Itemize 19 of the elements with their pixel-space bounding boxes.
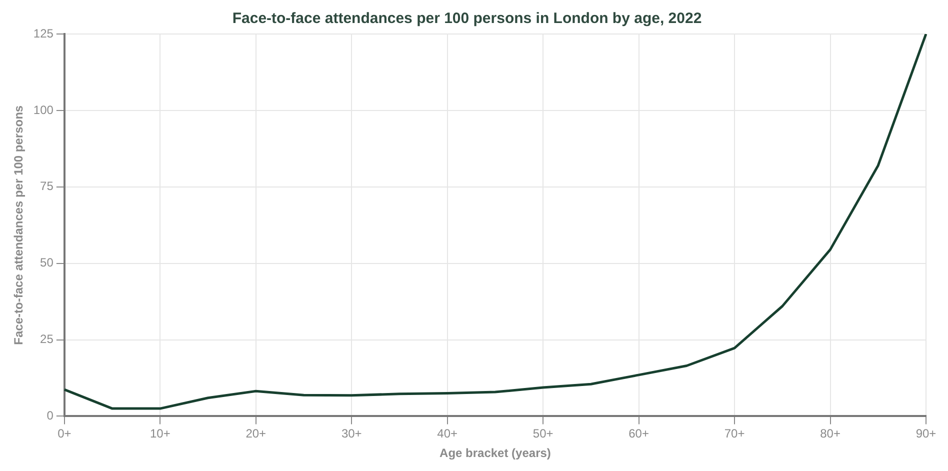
x-tick-label: 10+ xyxy=(150,426,170,441)
x-tick-label: 50+ xyxy=(532,426,554,441)
y-axis-title: Face-to-face attendances per 100 persons xyxy=(12,105,26,345)
x-tick-label: 60+ xyxy=(628,426,649,441)
chart-title: Face-to-face attendances per 100 persons in London by age, 2022 xyxy=(232,10,702,28)
x-tick-label: 70+ xyxy=(724,426,745,441)
y-tick-label: 100 xyxy=(33,102,54,117)
y-tick-label: 0 xyxy=(46,408,54,423)
y-tick-label: 125 xyxy=(33,26,54,40)
x-tick-label: 30+ xyxy=(341,426,362,441)
x-axis-title: Age bracket (years) xyxy=(440,446,551,460)
x-tick-label: 80+ xyxy=(820,426,840,441)
y-tick-label: 75 xyxy=(40,179,54,194)
x-tick-label: 90+ xyxy=(916,426,936,441)
x-tick-label: 20+ xyxy=(246,426,266,441)
y-tick-label: 50 xyxy=(40,256,54,270)
x-tick-label: 40+ xyxy=(437,426,458,441)
x-tick-label: 0+ xyxy=(58,426,72,441)
y-tick-label: 25 xyxy=(40,332,54,346)
